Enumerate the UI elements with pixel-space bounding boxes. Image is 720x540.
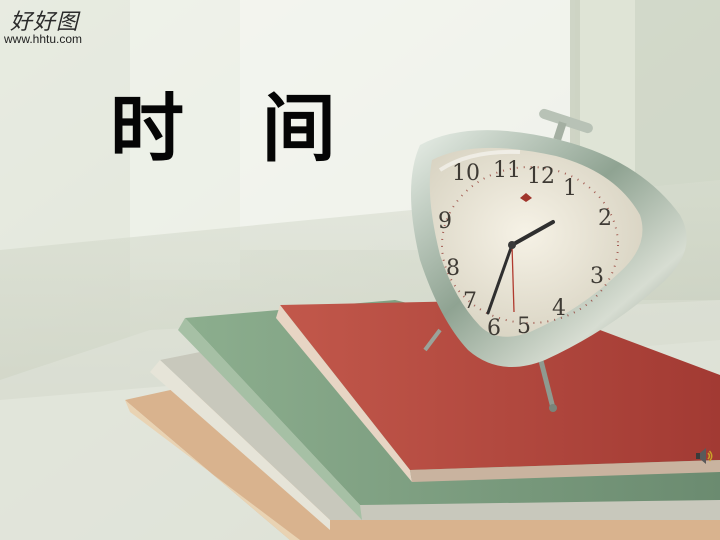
dial-number-11: 11 [493, 158, 521, 183]
dial-number-8: 8 [446, 256, 460, 281]
second-hand [511, 244, 515, 313]
dial-number-3: 3 [590, 264, 604, 289]
hour-hand [510, 220, 555, 247]
watermark-url: www.hhtu.com [4, 32, 83, 46]
speaker-icon[interactable] [694, 446, 714, 466]
dial-number-6: 6 [487, 316, 501, 341]
slide-title: 时 间 [110, 86, 362, 172]
book-red [280, 300, 720, 470]
watermark: 好好图 www.hhtu.com [4, 4, 124, 48]
dial-number-5: 5 [517, 314, 531, 339]
watermark-logo: 好好图 [10, 10, 80, 35]
clock-face [429, 147, 643, 337]
dial-number-4: 4 [552, 296, 566, 321]
dial-number-10: 10 [452, 161, 480, 186]
dial-number-7: 7 [463, 289, 477, 314]
dial-number-12: 12 [527, 164, 555, 189]
dial-number-9: 9 [438, 209, 452, 234]
dial-number-1: 1 [563, 176, 577, 201]
minute-hand [486, 243, 514, 315]
dial-number-2: 2 [598, 206, 612, 231]
